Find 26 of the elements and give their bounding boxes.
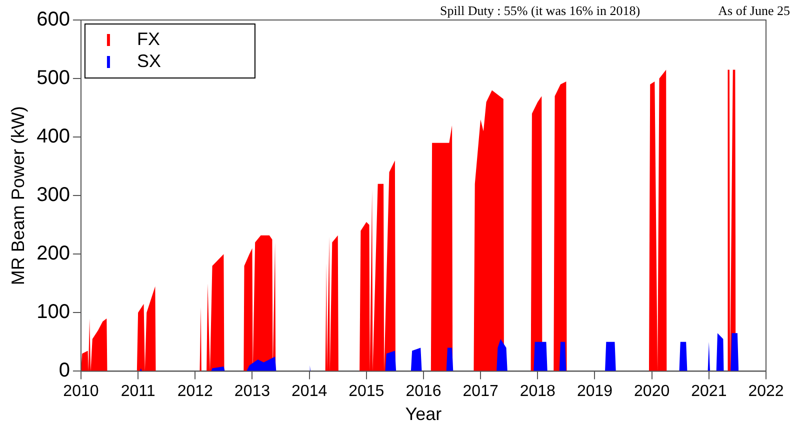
x-tick-label: 2013: [234, 383, 270, 400]
legend-label: SX: [136, 50, 161, 71]
x-tick-label: 2018: [520, 383, 556, 400]
y-tick-label: 0: [58, 360, 70, 382]
y-axis-title: MR Beam Power (kW): [8, 106, 28, 286]
y-tick-label: 200: [36, 242, 70, 265]
y-tick-label: 500: [36, 67, 70, 90]
x-tick-label: 2012: [177, 383, 214, 400]
x-tick-label: 2021: [691, 383, 727, 400]
x-tick-label: 2022: [748, 383, 784, 400]
text: Spill Duty : 55% (it was 16% in 2018): [440, 3, 640, 19]
y-tick-label: 400: [36, 126, 70, 148]
x-axis-title: Year: [405, 404, 442, 424]
text: As of June 25: [718, 3, 790, 19]
x-tick-label: 2016: [406, 383, 442, 400]
y-tick-label: 600: [36, 8, 70, 31]
legend-label: FX: [136, 28, 160, 49]
x-tick-label: 2014: [292, 383, 328, 400]
y-tick-label: 100: [36, 301, 70, 324]
x-tick-label: 2011: [120, 383, 156, 400]
x-tick-label: 2017: [462, 383, 498, 400]
x-tick-label: 2019: [576, 383, 613, 400]
y-tick-label: 300: [36, 184, 70, 206]
x-tick-label: 2020: [634, 383, 670, 400]
x-tick-label: 2010: [63, 383, 99, 400]
x-tick-label: 2015: [348, 383, 384, 400]
